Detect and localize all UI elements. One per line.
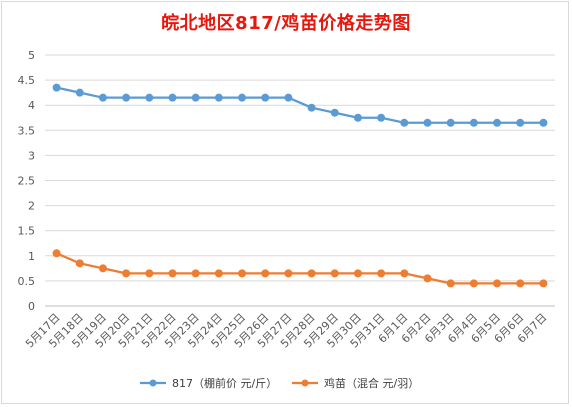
data-point [168, 269, 177, 278]
data-point [446, 118, 455, 127]
data-point [284, 93, 293, 102]
y-tick-label: 0.5 [18, 275, 36, 288]
data-point [145, 269, 154, 278]
data-point [75, 88, 84, 97]
data-point [330, 108, 339, 117]
data-point [98, 93, 107, 102]
series-line-0 [56, 86, 544, 124]
data-point [353, 269, 362, 278]
y-tick-label: 5 [28, 49, 35, 62]
chart-title: 皖北地区817/鸡苗价格走势图 [161, 13, 411, 34]
data-point [238, 269, 247, 278]
y-tick-label: 4.5 [18, 74, 36, 87]
data-point [516, 279, 525, 288]
data-point [493, 118, 502, 127]
data-point [539, 279, 548, 288]
series-line-1 [56, 252, 544, 285]
data-point [122, 93, 131, 102]
data-point [469, 118, 478, 127]
y-tick-label: 3.5 [18, 124, 36, 137]
data-point [377, 113, 386, 122]
y-tick-label: 1 [28, 250, 35, 263]
data-point [330, 269, 339, 278]
data-point [307, 103, 316, 112]
data-point [52, 83, 61, 92]
data-point [261, 93, 270, 102]
data-point [446, 279, 455, 288]
data-point [75, 259, 84, 268]
data-point [469, 279, 478, 288]
legend-swatch-marker [149, 379, 157, 387]
y-tick-label: 4 [28, 99, 35, 112]
data-point [284, 269, 293, 278]
data-point [191, 269, 200, 278]
data-point [516, 118, 525, 127]
data-point [400, 269, 409, 278]
data-point [168, 93, 177, 102]
data-point [493, 279, 502, 288]
data-point [423, 118, 432, 127]
legend-swatch-marker [301, 379, 309, 387]
data-point [400, 118, 409, 127]
y-tick-label: 2 [28, 200, 35, 213]
data-point [214, 93, 223, 102]
data-point [307, 269, 316, 278]
y-tick-label: 2.5 [18, 175, 36, 188]
data-point [191, 93, 200, 102]
data-point [353, 113, 362, 122]
data-point [122, 269, 131, 278]
y-tick-label: 0 [28, 300, 35, 313]
data-point [423, 274, 432, 283]
y-tick-label: 3 [28, 149, 35, 162]
data-point [539, 118, 548, 127]
data-point [52, 249, 61, 258]
y-tick-label: 1.5 [18, 225, 36, 238]
data-point [377, 269, 386, 278]
data-point [214, 269, 223, 278]
data-point [98, 264, 107, 273]
legend-label: 鸡苗（混合 元/羽） [324, 376, 419, 390]
data-point [261, 269, 270, 278]
legend-label: 817（棚前价 元/斤） [172, 376, 277, 390]
data-point [145, 93, 154, 102]
data-point [238, 93, 247, 102]
